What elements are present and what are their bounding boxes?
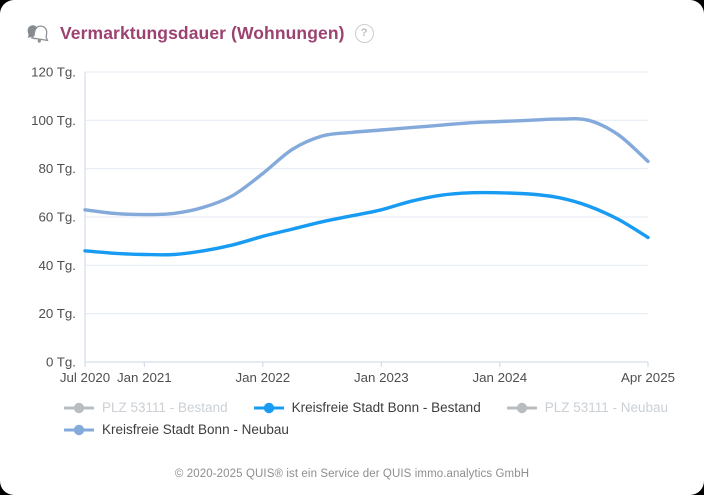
- series-line-3[interactable]: [83, 117, 650, 217]
- copyright-text: © 2020-2025 QUIS® ist ein Service der QU…: [174, 468, 530, 480]
- y-axis-label: 120 Tg.: [31, 65, 76, 80]
- legend-item-label: Kreisfreie Stadt Bonn - Bestand: [291, 400, 481, 415]
- page-title: Vermarktungsdauer (Wohnungen): [60, 22, 345, 43]
- chart-header: Vermarktungsdauer (Wohnungen) ?: [26, 22, 374, 44]
- y-axis-label: 60 Tg.: [39, 210, 76, 225]
- legend-marker-icon: [64, 424, 94, 435]
- x-axis-label: Jan 2022: [235, 370, 290, 385]
- line-chart[interactable]: 0 Tg. 20 Tg. 40 Tg. 60 Tg. 80 Tg. 100 Tg. 120 …: [0, 0, 704, 392]
- y-axis-label: 100 Tg.: [31, 113, 76, 128]
- legend-item-label: PLZ 53111 - Bestand: [102, 400, 228, 415]
- series-line-1[interactable]: [83, 190, 650, 257]
- legend-item-label: PLZ 53111 - Neubau: [544, 400, 669, 415]
- x-axis-label: Jan 2024: [472, 370, 527, 385]
- legend-marker-icon: [253, 402, 284, 413]
- chart-legend: PLZ 53111 - Bestand Kreisfreie Stadt Bonn…: [64, 400, 686, 437]
- legend-item-2[interactable]: PLZ 53111 - Neubau: [506, 400, 669, 415]
- legend-marker-icon: [64, 402, 94, 413]
- y-axis-label: 20 Tg.: [39, 306, 76, 321]
- legend-item-label: Kreisfreie Stadt Bonn - Neubau: [102, 422, 289, 437]
- legend-item-0[interactable]: PLZ 53111 - Bestand: [64, 400, 228, 415]
- x-axis-label: Jul 2020: [60, 370, 110, 385]
- x-axis-label: Apr 2025: [621, 370, 675, 385]
- legend-marker-icon: [506, 402, 537, 413]
- legend-item-1[interactable]: Kreisfreie Stadt Bonn - Bestand: [253, 400, 481, 415]
- help-icon[interactable]: ?: [354, 23, 374, 43]
- y-axis-label: 80 Tg.: [39, 161, 76, 176]
- legend-item-3[interactable]: Kreisfreie Stadt Bonn - Neubau: [64, 422, 289, 437]
- x-axis-label: Jan 2023: [354, 370, 409, 385]
- alert-bells-icon[interactable]: [26, 22, 50, 44]
- y-axis-label: 40 Tg.: [39, 258, 76, 273]
- y-axis-label: 0 Tg.: [46, 355, 76, 370]
- x-axis-label: Jan 2021: [117, 370, 172, 385]
